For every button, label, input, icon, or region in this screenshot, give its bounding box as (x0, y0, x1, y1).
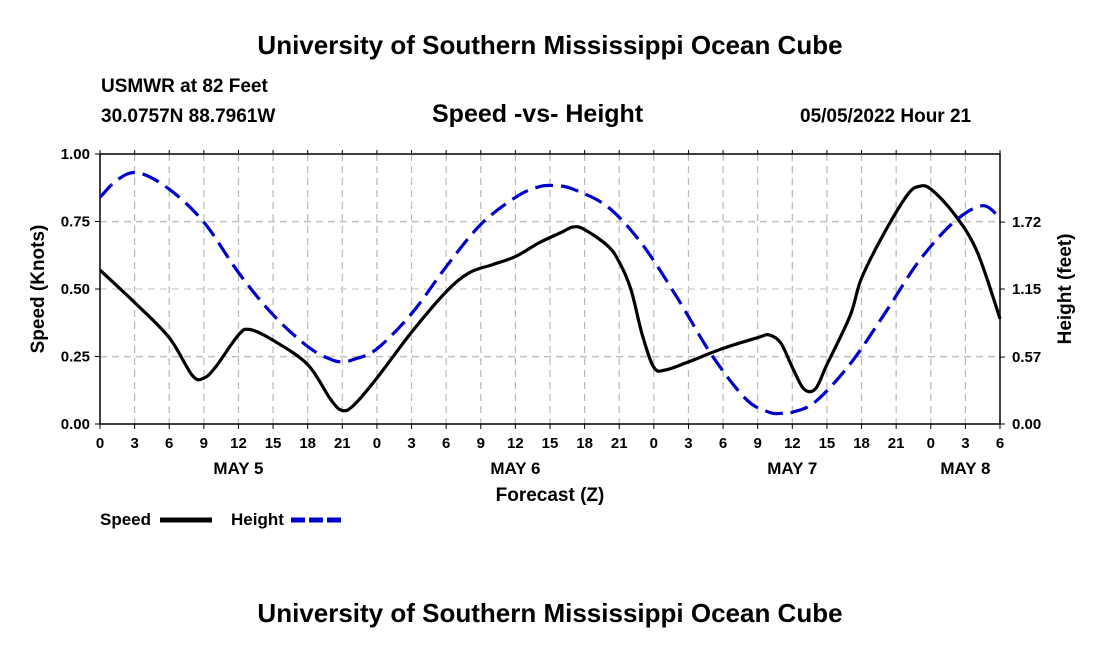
y2-tick-label: 1.72 (1012, 214, 1041, 231)
x-tick-label: 3 (684, 435, 692, 452)
day-label: MAY 8 (940, 459, 990, 478)
axes: 0 3 6 9 12 15 18 21 0 3 6 9 12 15 18 21 0 3 6 9 12 15 18 21 0 3 60… (61, 146, 1041, 478)
series-line-height (98, 170, 1002, 416)
x-tick-label: 0 (650, 435, 658, 452)
x-tick-label: 9 (754, 435, 762, 452)
grid (100, 154, 1000, 424)
y-tick-label: 0.50 (61, 281, 90, 298)
day-label: MAY 7 (767, 459, 817, 478)
x-axis-label: Forecast (Z) (496, 485, 605, 506)
forecast-datetime: 05/05/2022 Hour 21 (800, 106, 972, 127)
x-tick-label: 18 (576, 435, 593, 452)
x-tick-label: 3 (130, 435, 138, 452)
x-tick-label: 12 (784, 435, 801, 452)
y-tick-label: 1.00 (61, 146, 90, 163)
station-label: USMWR at 82 Feet (101, 76, 268, 97)
day-label: MAY 5 (213, 459, 263, 478)
legend-label: Speed (100, 510, 151, 529)
x-tick-label: 21 (611, 435, 628, 452)
x-tick-label: 21 (888, 435, 905, 452)
day-label: MAY 6 (490, 459, 540, 478)
x-tick-label: 15 (542, 435, 559, 452)
page-title: University of Southern Mississippi Ocean… (257, 30, 843, 60)
x-tick-label: 6 (719, 435, 727, 452)
x-tick-label: 9 (477, 435, 485, 452)
legend-label: Height (231, 510, 284, 529)
x-tick-label: 6 (165, 435, 173, 452)
chart-subtitle: Speed -vs- Height (432, 100, 644, 128)
y2-tick-label: 0.57 (1012, 349, 1041, 366)
x-tick-label: 0 (373, 435, 381, 452)
page-title-bottom: University of Southern Mississippi Ocean… (257, 598, 843, 628)
x-tick-label: 0 (927, 435, 935, 452)
x-tick-label: 18 (299, 435, 316, 452)
station-coordinates: 30.0757N 88.7961W (101, 106, 276, 127)
y2-axis-label: Height (feet) (1055, 234, 1076, 345)
y-axis-label: Speed (Knots) (28, 225, 49, 354)
x-tick-label: 3 (961, 435, 969, 452)
y-tick-label: 0.25 (61, 349, 90, 366)
y-tick-label: 0.75 (61, 214, 90, 231)
x-tick-label: 9 (200, 435, 208, 452)
y2-tick-label: 1.15 (1012, 281, 1041, 298)
x-tick-label: 21 (334, 435, 351, 452)
x-tick-label: 12 (507, 435, 524, 452)
x-tick-label: 3 (407, 435, 415, 452)
legend: Speed Height (100, 510, 343, 529)
x-tick-label: 6 (996, 435, 1004, 452)
series-line-speed (98, 184, 1002, 413)
x-tick-label: 18 (853, 435, 870, 452)
x-tick-label: 0 (96, 435, 104, 452)
y-tick-label: 0.00 (61, 416, 90, 433)
x-tick-label: 15 (265, 435, 282, 452)
x-tick-label: 12 (230, 435, 247, 452)
x-tick-label: 6 (442, 435, 450, 452)
series (98, 170, 1002, 416)
x-tick-label: 15 (819, 435, 836, 452)
y2-tick-label: 0.00 (1012, 416, 1041, 433)
